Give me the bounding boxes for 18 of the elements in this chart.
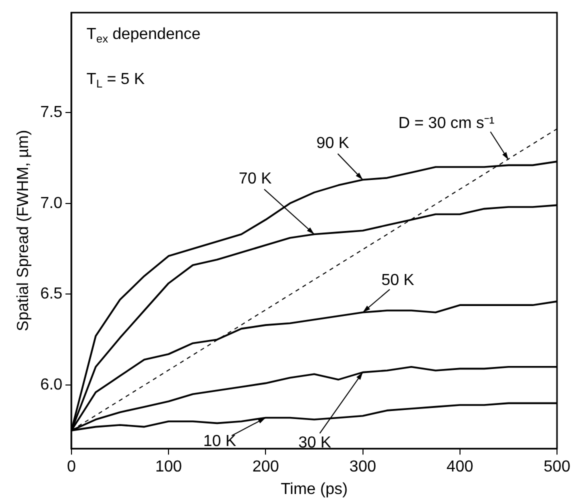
y-tick-label: 6.0 — [40, 376, 63, 394]
x-axis-title: Time (ps) — [280, 480, 348, 498]
annotation: 50 K — [381, 272, 415, 289]
y-tick-label: 7.5 — [40, 104, 63, 121]
x-tick-label: 300 — [349, 458, 376, 476]
annotation: 70 K — [238, 170, 272, 188]
x-tick-label: 0 — [66, 458, 76, 476]
annotation: 90 K — [316, 135, 350, 152]
annotation: D = 30 cm s⁻¹ — [398, 115, 495, 132]
x-tick-label: 500 — [544, 458, 570, 476]
y-tick-label: 6.5 — [40, 286, 63, 303]
x-tick-label: 100 — [155, 458, 182, 476]
y-tick-label: 7.0 — [40, 194, 63, 212]
x-tick-label: 200 — [252, 458, 280, 476]
annotation: 30 K — [298, 434, 332, 452]
annotation: 10 K — [203, 433, 236, 450]
y-axis-title: Spatial Spread (FWHM, µm) — [15, 130, 32, 332]
x-tick-label: 400 — [446, 458, 474, 476]
